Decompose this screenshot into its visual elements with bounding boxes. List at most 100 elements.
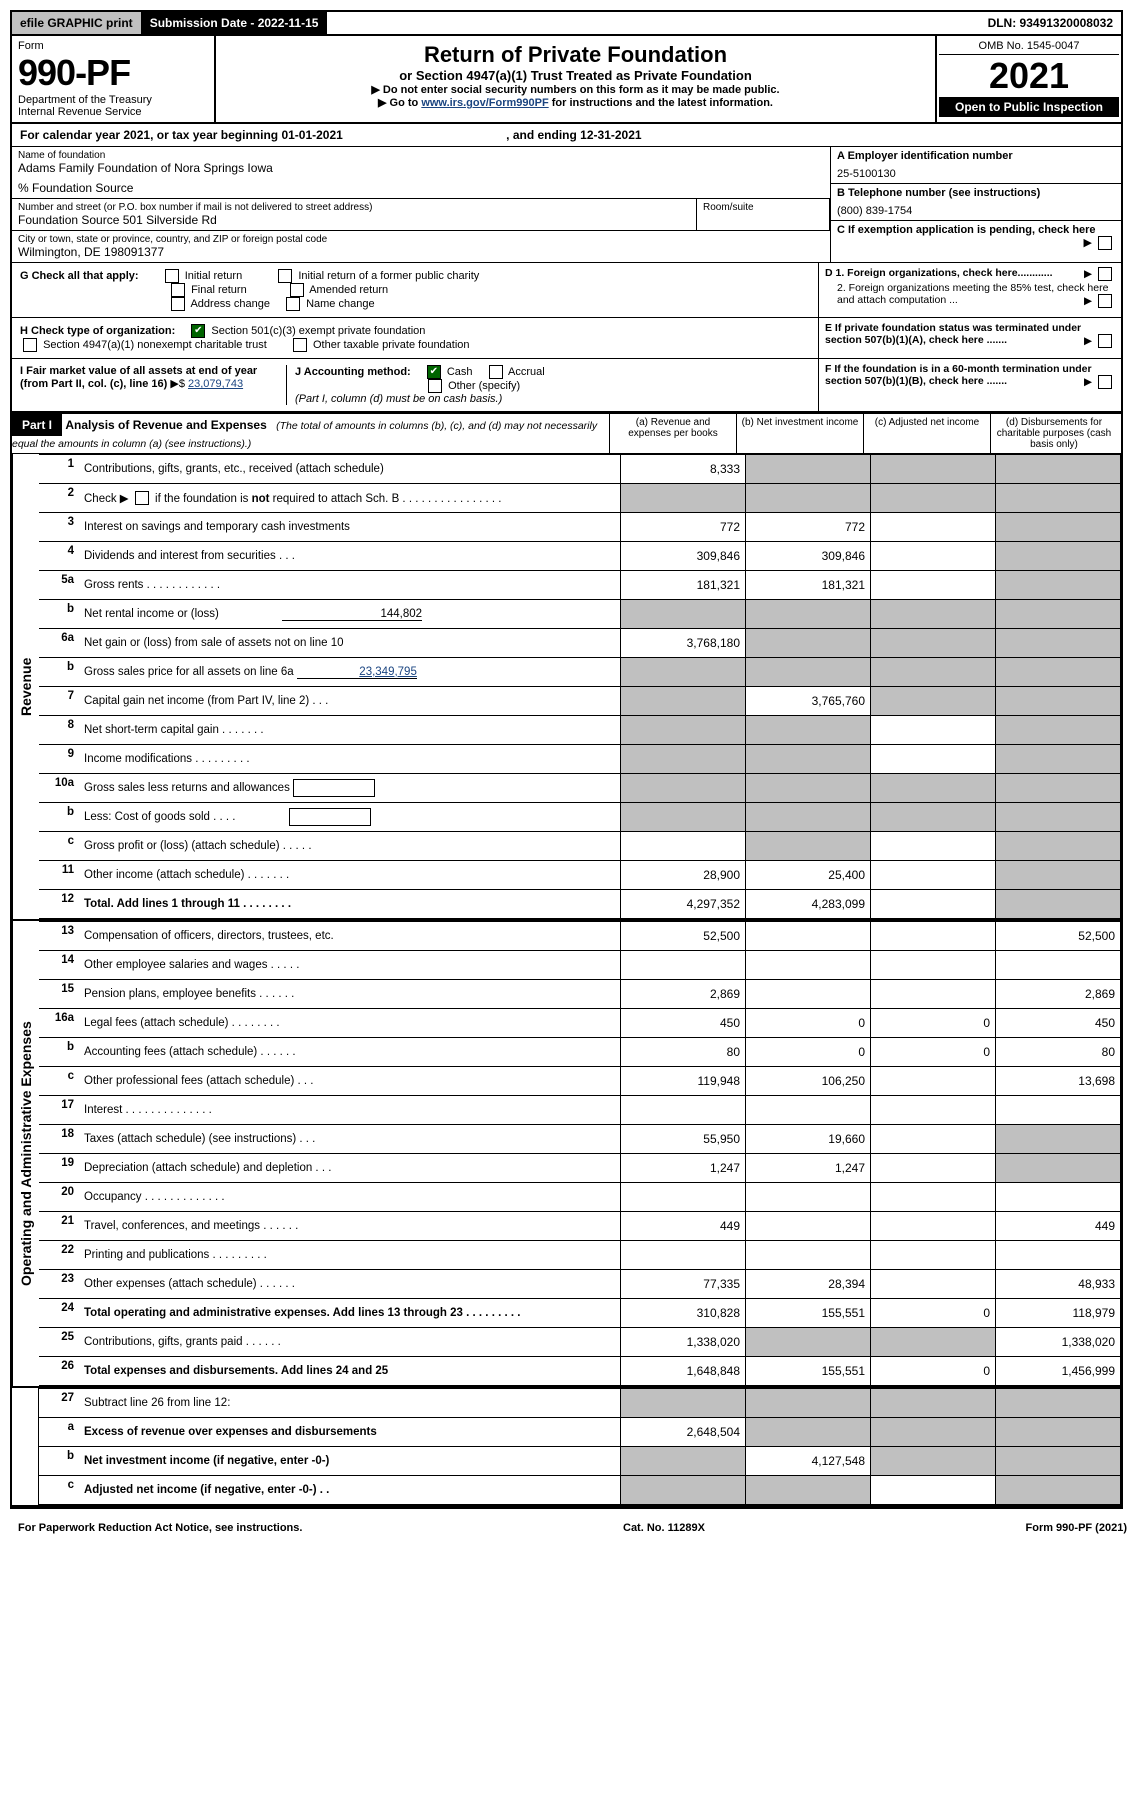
other-method-checkbox[interactable]: [428, 379, 442, 393]
table-row: bNet rental income or (loss) 144,802: [39, 600, 1121, 629]
table-row: 7Capital gain net income (from Part IV, …: [39, 687, 1121, 716]
foundation-co: % Foundation Source: [18, 181, 824, 195]
form-ref: Form 990-PF (2021): [1026, 1522, 1127, 1534]
paperwork-notice: For Paperwork Reduction Act Notice, see …: [18, 1522, 302, 1534]
initial-former-checkbox[interactable]: [278, 269, 292, 283]
section-h-e: H Check type of organization: ✔ Section …: [12, 318, 1121, 359]
efile-print-button[interactable]: efile GRAPHIC print: [12, 12, 142, 34]
ein-value: 25-5100130: [837, 168, 1115, 180]
omb-number: OMB No. 1545-0047: [939, 38, 1119, 55]
foundation-address: Foundation Source 501 Silverside Rd: [18, 213, 690, 227]
cogs-box: [289, 808, 371, 826]
sch-b-checkbox[interactable]: [135, 491, 149, 505]
table-row: 5aGross rents . . . . . . . . . . . .181…: [39, 571, 1121, 600]
4947-checkbox[interactable]: [23, 338, 37, 352]
part1-header-row: Part I Analysis of Revenue and Expenses …: [12, 413, 1121, 454]
table-row: cGross profit or (loss) (attach schedule…: [39, 832, 1121, 861]
table-row: 26Total expenses and disbursements. Add …: [39, 1357, 1121, 1386]
irs-label: Internal Revenue Service: [18, 106, 208, 118]
form-word: Form: [18, 40, 208, 52]
address-change-checkbox[interactable]: [171, 297, 185, 311]
table-row: 8Net short-term capital gain . . . . . .…: [39, 716, 1121, 745]
city-cell: City or town, state or province, country…: [12, 231, 830, 262]
exemption-checkbox[interactable]: [1098, 236, 1112, 250]
table-row: 14Other employee salaries and wages . . …: [39, 951, 1121, 980]
line27-table: 27Subtract line 26 from line 12: aExcess…: [39, 1388, 1121, 1505]
form-header: Form 990-PF Department of the Treasury I…: [12, 36, 1121, 124]
table-row: 2Check ▶ if the foundation is not requir…: [39, 484, 1121, 513]
table-row: bAccounting fees (attach schedule) . . .…: [39, 1038, 1121, 1067]
section-i-j: I Fair market value of all assets at end…: [12, 359, 819, 411]
dln-number: DLN: 93491320008032: [980, 12, 1121, 34]
final-return-checkbox[interactable]: [171, 283, 185, 297]
col-b-header: (b) Net investment income: [736, 414, 863, 453]
table-row: 12Total. Add lines 1 through 11 . . . . …: [39, 890, 1121, 919]
section-f: F If the foundation is in a 60-month ter…: [819, 359, 1121, 411]
foundation-name: Adams Family Foundation of Nora Springs …: [18, 161, 824, 175]
calendar-year-row: For calendar year 2021, or tax year begi…: [12, 124, 1121, 147]
table-row: 20Occupancy . . . . . . . . . . . . .: [39, 1183, 1121, 1212]
cat-number: Cat. No. 11289X: [623, 1522, 705, 1534]
initial-return-checkbox[interactable]: [165, 269, 179, 283]
table-row: aExcess of revenue over expenses and dis…: [39, 1418, 1121, 1447]
form-page: efile GRAPHIC print Submission Date - 20…: [10, 10, 1123, 1509]
table-row: cAdjusted net income (if negative, enter…: [39, 1476, 1121, 1505]
table-row: bNet investment income (if negative, ent…: [39, 1447, 1121, 1476]
header-left: Form 990-PF Department of the Treasury I…: [12, 36, 216, 122]
foreign-85-checkbox[interactable]: [1098, 294, 1112, 308]
submission-date: Submission Date - 2022-11-15: [142, 12, 328, 34]
irs-gov-link[interactable]: www.irs.gov/Form990PF: [421, 97, 548, 109]
table-row: 10aGross sales less returns and allowanc…: [39, 774, 1121, 803]
spacer: [12, 1388, 39, 1505]
table-row: 27Subtract line 26 from line 12:: [39, 1389, 1121, 1418]
amended-return-checkbox[interactable]: [290, 283, 304, 297]
part1-label: Part I Analysis of Revenue and Expenses …: [12, 414, 609, 453]
top-bar: efile GRAPHIC print Submission Date - 20…: [12, 12, 1121, 36]
501c3-checkbox[interactable]: ✔: [191, 324, 205, 338]
phone-value: (800) 839-1754: [837, 205, 1115, 217]
terminated-checkbox[interactable]: [1098, 334, 1112, 348]
addr-cell: Number and street (or P.O. box number if…: [12, 199, 696, 230]
fmv-link[interactable]: 23,079,743: [188, 378, 243, 390]
section-i-j-f: I Fair market value of all assets at end…: [12, 359, 1121, 413]
table-row: 16aLegal fees (attach schedule) . . . . …: [39, 1009, 1121, 1038]
section-j: J Accounting method: ✔ Cash Accrual Othe…: [287, 365, 810, 405]
other-taxable-checkbox[interactable]: [293, 338, 307, 352]
expenses-label: Operating and Administrative Expenses: [12, 921, 39, 1386]
cash-checkbox[interactable]: ✔: [427, 365, 441, 379]
table-row: 1Contributions, gifts, grants, etc., rec…: [39, 455, 1121, 484]
name-cell: Name of foundation Adams Family Foundati…: [12, 147, 830, 199]
table-row: bGross sales price for all assets on lin…: [39, 658, 1121, 687]
goto-instr: ▶ Go to www.irs.gov/Form990PF for instru…: [222, 96, 929, 109]
gross-sales-link[interactable]: 23,349,795: [297, 666, 417, 679]
revenue-table: 1Contributions, gifts, grants, etc., rec…: [39, 454, 1121, 919]
form-subtitle: or Section 4947(a)(1) Trust Treated as P…: [222, 68, 929, 83]
table-row: 3Interest on savings and temporary cash …: [39, 513, 1121, 542]
table-row: 17Interest . . . . . . . . . . . . . .: [39, 1096, 1121, 1125]
accrual-checkbox[interactable]: [489, 365, 503, 379]
form-title: Return of Private Foundation: [222, 42, 929, 68]
table-row: 6aNet gain or (loss) from sale of assets…: [39, 629, 1121, 658]
room-suite: Room/suite: [696, 199, 830, 230]
table-row: 22Printing and publications . . . . . . …: [39, 1241, 1121, 1270]
header-right: OMB No. 1545-0047 2021 Open to Public In…: [935, 36, 1121, 122]
exemption-cell: C If exemption application is pending, c…: [831, 221, 1121, 239]
col-c-header: (c) Adjusted net income: [863, 414, 990, 453]
revenue-section: Revenue 1Contributions, gifts, grants, e…: [12, 454, 1121, 919]
table-row: 9Income modifications . . . . . . . . .: [39, 745, 1121, 774]
section-d: D 1. Foreign organizations, check here..…: [819, 263, 1121, 317]
col-a-header: (a) Revenue and expenses per books: [609, 414, 736, 453]
table-row: 21Travel, conferences, and meetings . . …: [39, 1212, 1121, 1241]
table-row: 18Taxes (attach schedule) (see instructi…: [39, 1125, 1121, 1154]
table-row: cOther professional fees (attach schedul…: [39, 1067, 1121, 1096]
dept-treasury: Department of the Treasury: [18, 94, 208, 106]
60month-checkbox[interactable]: [1098, 375, 1112, 389]
table-row: 19Depreciation (attach schedule) and dep…: [39, 1154, 1121, 1183]
name-change-checkbox[interactable]: [286, 297, 300, 311]
form-number: 990-PF: [18, 52, 208, 94]
section-g-d: G Check all that apply: Initial return I…: [12, 263, 1121, 318]
foreign-org-checkbox[interactable]: [1098, 267, 1112, 281]
part1-badge: Part I: [12, 414, 62, 436]
open-public-badge: Open to Public Inspection: [939, 97, 1119, 117]
section-h: H Check type of organization: ✔ Section …: [12, 318, 819, 358]
